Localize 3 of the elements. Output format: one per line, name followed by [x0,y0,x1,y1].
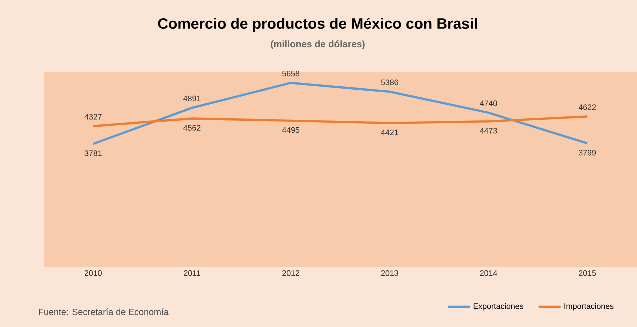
source-note: Fuente: Secretaría de Economía [39,308,169,316]
chart-title: Comercio de productos de México con Brasil [158,18,478,32]
chart-subtitle: (millones de dólares) [271,40,365,50]
